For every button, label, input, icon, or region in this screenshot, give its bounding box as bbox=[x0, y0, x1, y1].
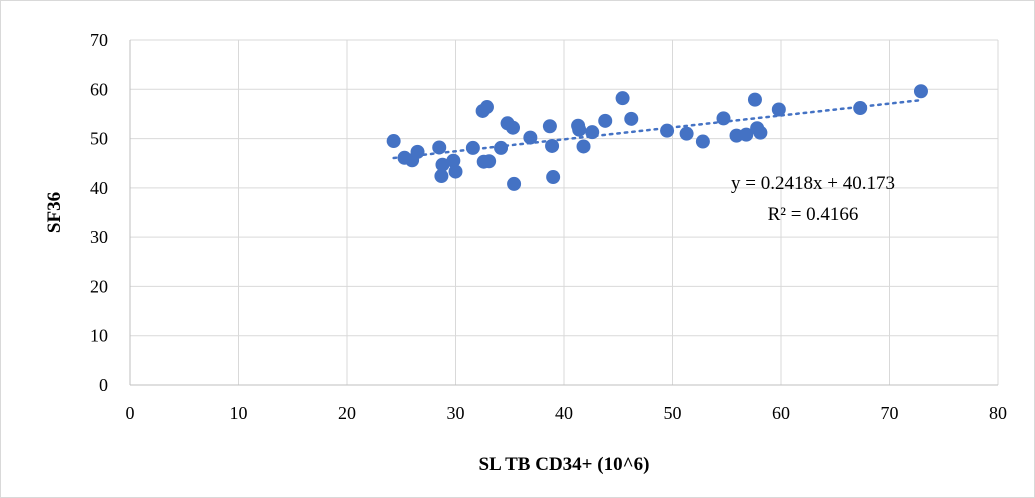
data-point bbox=[542, 119, 557, 134]
data-point bbox=[598, 113, 613, 128]
y-tick-label: 60 bbox=[90, 79, 108, 99]
x-tick-label: 70 bbox=[881, 403, 899, 423]
data-point bbox=[572, 122, 587, 137]
data-point bbox=[482, 154, 497, 169]
data-point bbox=[753, 125, 768, 140]
data-point bbox=[913, 84, 928, 99]
y-tick-label: 0 bbox=[99, 375, 108, 395]
data-point bbox=[716, 111, 731, 126]
x-tick-label: 30 bbox=[447, 403, 465, 423]
x-tick-label: 40 bbox=[555, 403, 573, 423]
x-tick-label: 50 bbox=[664, 403, 682, 423]
data-points bbox=[386, 84, 928, 191]
data-point bbox=[465, 140, 480, 155]
axes bbox=[129, 40, 998, 386]
data-point bbox=[771, 102, 786, 117]
x-tick-label: 80 bbox=[989, 403, 1007, 423]
x-tick-label: 0 bbox=[126, 403, 135, 423]
gridlines bbox=[130, 39, 999, 385]
y-tick-label: 20 bbox=[90, 276, 108, 296]
trendline-r-squared: R² = 0.4166 bbox=[768, 204, 859, 225]
data-point bbox=[679, 126, 694, 141]
data-point bbox=[386, 134, 401, 149]
x-tick-label: 60 bbox=[772, 403, 790, 423]
data-point bbox=[507, 176, 522, 191]
data-point bbox=[506, 120, 521, 135]
x-axis-title: SL TB CD34+ (10^6) bbox=[479, 454, 650, 475]
data-point bbox=[494, 140, 509, 155]
y-tick-label: 10 bbox=[90, 326, 108, 346]
data-point bbox=[615, 91, 630, 106]
tick-labels: 0 10 20 30 40 50 60 70 80 0 10 20 30 40 50 60 70 bbox=[90, 30, 1007, 423]
y-tick-label: 40 bbox=[90, 178, 108, 198]
data-point bbox=[432, 140, 447, 155]
data-point bbox=[545, 138, 560, 153]
y-tick-label: 30 bbox=[90, 227, 108, 247]
y-tick-label: 70 bbox=[90, 30, 108, 50]
data-point bbox=[739, 127, 754, 142]
data-point bbox=[576, 139, 591, 154]
data-point bbox=[695, 134, 710, 149]
y-axis-title: SF36 bbox=[44, 192, 65, 233]
data-point bbox=[523, 130, 538, 145]
data-point bbox=[446, 153, 461, 168]
trendline-equation: y = 0.2418x + 40.173 bbox=[731, 173, 895, 194]
x-tick-label: 20 bbox=[338, 403, 356, 423]
data-point bbox=[410, 144, 425, 159]
data-point bbox=[747, 92, 762, 107]
x-tick-label: 10 bbox=[230, 403, 248, 423]
data-point bbox=[660, 123, 675, 138]
data-point bbox=[479, 100, 494, 115]
trendline-layer bbox=[392, 98, 923, 160]
y-tick-label: 50 bbox=[90, 129, 108, 149]
data-point bbox=[853, 101, 868, 116]
trendline bbox=[392, 98, 923, 160]
data-point bbox=[585, 125, 600, 140]
data-point bbox=[546, 170, 561, 185]
data-point bbox=[435, 157, 450, 172]
data-point bbox=[448, 164, 463, 179]
data-point bbox=[624, 111, 639, 126]
data-point bbox=[434, 169, 449, 184]
